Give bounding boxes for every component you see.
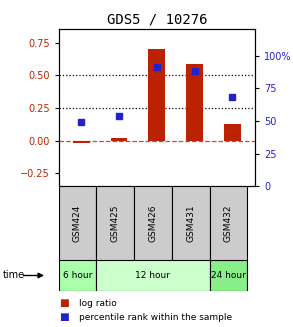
Bar: [59, 260, 96, 291]
Title: GDS5 / 10276: GDS5 / 10276: [106, 13, 207, 27]
Bar: [134, 186, 172, 260]
Text: 12 hour: 12 hour: [135, 271, 171, 280]
Bar: [148, 49, 165, 141]
Text: ■: ■: [59, 299, 68, 308]
Bar: [209, 260, 247, 291]
Text: GSM425: GSM425: [111, 204, 120, 242]
Bar: [172, 186, 209, 260]
Bar: [96, 186, 134, 260]
Bar: [186, 64, 203, 141]
Text: percentile rank within the sample: percentile rank within the sample: [79, 313, 232, 322]
Bar: [73, 141, 90, 143]
Text: log ratio: log ratio: [79, 299, 117, 308]
Text: GSM424: GSM424: [73, 204, 82, 242]
Text: ■: ■: [59, 312, 68, 322]
Bar: [59, 186, 96, 260]
Text: GSM426: GSM426: [149, 204, 157, 242]
Text: 24 hour: 24 hour: [211, 271, 246, 280]
Text: GSM432: GSM432: [224, 204, 233, 242]
Text: GSM431: GSM431: [186, 204, 195, 242]
Text: 6 hour: 6 hour: [63, 271, 92, 280]
Bar: [209, 186, 247, 260]
Bar: [96, 260, 209, 291]
Bar: [224, 124, 241, 141]
Text: time: time: [3, 270, 25, 281]
Bar: [110, 138, 127, 141]
